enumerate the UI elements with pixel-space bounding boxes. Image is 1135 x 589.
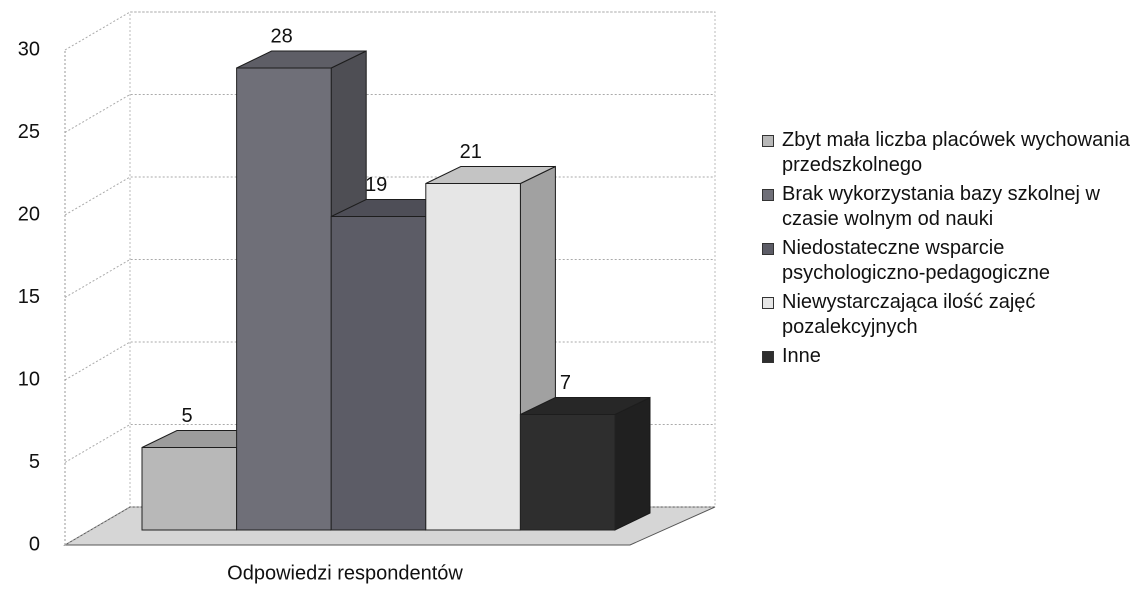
y-tick-label: 15: [18, 286, 40, 308]
legend-item: Zbyt mała liczba placówek wychowania prz…: [760, 128, 1130, 178]
legend-label: Zbyt mała liczba placówek wychowania prz…: [782, 129, 1130, 176]
legend-label: Niewystarczająca ilość zajęć pozalekcyjn…: [782, 291, 1036, 338]
grid-line: [64, 94, 715, 133]
legend-swatch: [762, 297, 774, 309]
value-label: 7: [560, 372, 571, 394]
legend-item: Brak wykorzystania bazy szkolnej w czasi…: [760, 182, 1130, 232]
value-label: 5: [181, 405, 192, 427]
y-tick-label: 25: [18, 121, 40, 143]
legend-label: Inne: [782, 345, 821, 367]
bar: [330, 216, 427, 531]
y-tick-label: 30: [18, 38, 40, 60]
bar: [236, 67, 332, 531]
value-label: 19: [365, 174, 387, 196]
legend-label: Brak wykorzystania bazy szkolnej w czasi…: [782, 183, 1100, 230]
value-label: 21: [460, 141, 482, 163]
legend-item: Inne: [760, 344, 1130, 369]
legend-swatch: [762, 243, 774, 255]
legend-item: Niewystarczająca ilość zajęć pozalekcyjn…: [760, 290, 1130, 340]
bar-top: [520, 397, 651, 415]
bar-top: [425, 166, 556, 184]
y-tick-label: 20: [18, 203, 40, 225]
y-tick-label: 10: [18, 368, 40, 390]
bar-top: [236, 50, 367, 69]
legend-swatch: [762, 189, 774, 201]
legend-swatch: [762, 135, 774, 147]
bar: [519, 414, 616, 531]
legend-label: Niedostateczne wsparcie psychologiczno-p…: [782, 237, 1050, 284]
bar-side: [614, 396, 651, 531]
bar: [141, 447, 238, 531]
legend: Zbyt mała liczba placówek wychowania prz…: [760, 128, 1130, 373]
bar: [425, 183, 521, 531]
y-tick-label: 5: [29, 451, 40, 473]
legend-item: Niedostateczne wsparcie psychologiczno-p…: [760, 236, 1130, 286]
y-tick-label: 0: [29, 533, 40, 555]
value-label: 28: [270, 25, 292, 47]
x-axis-label: Odpowiedzi respondentów: [227, 562, 463, 584]
grid-line: [64, 11, 715, 51]
legend-swatch: [762, 351, 774, 363]
